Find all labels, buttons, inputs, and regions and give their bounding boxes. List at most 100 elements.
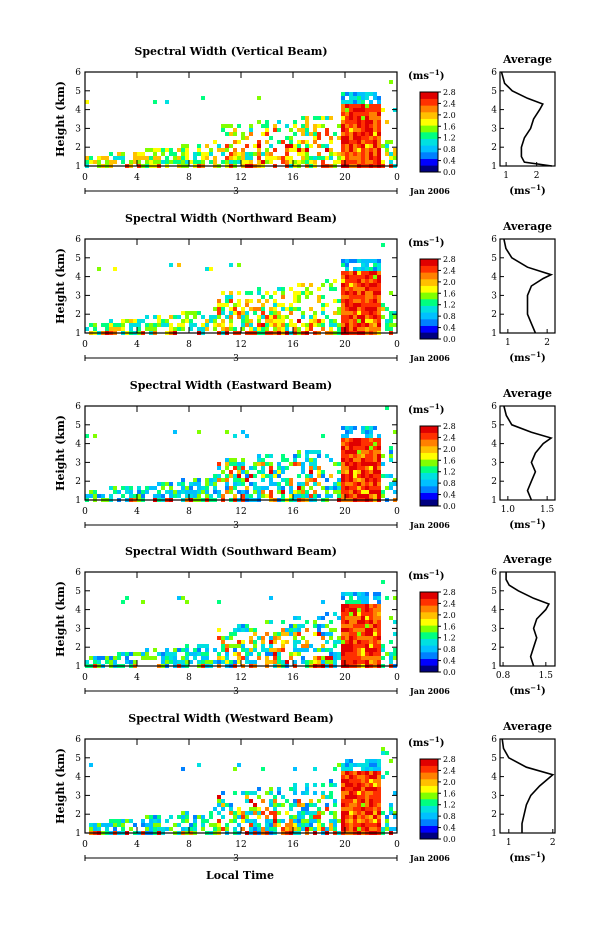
- heatmap-cell: [345, 616, 349, 620]
- y-tick-label: 1: [75, 329, 81, 339]
- heatmap-cell: [373, 267, 377, 271]
- heatmap-cell: [373, 140, 377, 144]
- heatmap-cell: [317, 136, 321, 140]
- heatmap-cell: [373, 263, 377, 267]
- heatmap-cell: [229, 819, 233, 823]
- heatmap-cell: [297, 640, 301, 644]
- heatmap-cell: [357, 787, 361, 791]
- heatmap-cell: [365, 458, 369, 462]
- heatmap-cell: [317, 156, 321, 160]
- heatmap-cell: [305, 291, 309, 295]
- heatmap-cell: [297, 803, 301, 807]
- heatmap-cell: [289, 490, 293, 494]
- heatmap-cell: [105, 823, 109, 827]
- heatmap-cell: [205, 652, 209, 656]
- heatmap-cell: [281, 454, 285, 458]
- heatmap-cell: [277, 287, 281, 291]
- heatmap-cell: [229, 632, 233, 636]
- heatmap-cell: [265, 648, 269, 652]
- heatmap-cell: [345, 315, 349, 319]
- heatmap-cell: [361, 263, 365, 267]
- date-day: 3: [233, 354, 239, 364]
- heatmap-cell: [389, 327, 393, 331]
- heatmap-cell: [389, 319, 393, 323]
- heatmap-cell: [257, 656, 261, 660]
- colorbar: 0.00.40.81.21.62.02.42.8(ms−1): [408, 402, 456, 511]
- heatmap-cell: [89, 490, 93, 494]
- heatmap-cell: [289, 136, 293, 140]
- heatmap-cell: [373, 763, 377, 767]
- heatmap-cell: [345, 104, 349, 108]
- profile-unit: (ms−1): [509, 850, 545, 864]
- heatmap-cell: [373, 823, 377, 827]
- heatmap-cell: [241, 656, 245, 660]
- heatmap-cell: [361, 303, 365, 307]
- heatmap-cell: [237, 624, 241, 628]
- heatmap-cell: [329, 494, 333, 498]
- heatmap-cell: [277, 823, 281, 827]
- heatmap-cell: [301, 291, 305, 295]
- heatmap-cell: [361, 267, 365, 271]
- heatmap-cell: [269, 799, 273, 803]
- heatmap-cell: [253, 803, 257, 807]
- heatmap-cell: [265, 819, 269, 823]
- heatmap-cell: [317, 474, 321, 478]
- x-tick-label: 0: [82, 340, 88, 350]
- heatmap-cell: [389, 291, 393, 295]
- heatmap-cell: [377, 458, 381, 462]
- heatmap-cell: [213, 823, 217, 827]
- heatmap-cell: [261, 474, 265, 478]
- heatmap-cell: [113, 490, 117, 494]
- heatmap-cell: [293, 644, 297, 648]
- heatmap-cell: [193, 311, 197, 315]
- heatmap-cell: [357, 612, 361, 616]
- heatmap-cell: [313, 827, 317, 831]
- colorbar-tick-label: 2.4: [443, 266, 456, 275]
- heatmap-cell: [213, 660, 217, 664]
- heatmap-cell: [373, 819, 377, 823]
- heatmap-cell: [217, 490, 221, 494]
- heatmap-cell: [233, 132, 237, 136]
- heatmap-cell: [313, 767, 317, 771]
- heatmap-cell: [353, 124, 357, 128]
- y-tick-label: 3: [75, 624, 81, 634]
- heatmap-cell: [225, 648, 229, 652]
- heatmap-cell: [253, 490, 257, 494]
- heatmap-cell: [289, 815, 293, 819]
- heatmap-cell: [333, 644, 337, 648]
- heatmap-cell: [185, 486, 189, 490]
- heatmap-cell: [221, 470, 225, 474]
- date-label: Jan 2006: [409, 186, 450, 196]
- colorbar-segment: [420, 632, 438, 639]
- heatmap-cell: [373, 628, 377, 632]
- heatmap-cell: [345, 100, 349, 104]
- heatmap-cell: [373, 116, 377, 120]
- heatmap-cell: [225, 295, 229, 299]
- heatmap-cell: [353, 311, 357, 315]
- heatmap-cell: [325, 803, 329, 807]
- heatmap-cell: [249, 652, 253, 656]
- heatmap-cell: [285, 482, 289, 486]
- heatmap-cell: [365, 271, 369, 275]
- profile-x-tick-label: 1: [503, 171, 509, 181]
- colorbar-segment: [420, 805, 438, 813]
- heatmap-cell: [345, 775, 349, 779]
- heatmap-cell: [101, 156, 105, 160]
- x-tick-label: 4: [134, 173, 140, 183]
- profile-title: Average: [502, 387, 552, 400]
- heatmap-cell: [265, 291, 269, 295]
- heatmap-cell: [205, 319, 209, 323]
- heatmap-cell: [237, 640, 241, 644]
- heatmap-cell: [349, 283, 353, 287]
- heatmap-cell: [237, 291, 241, 295]
- heatmap-cell: [349, 323, 353, 327]
- heatmap-cell: [345, 632, 349, 636]
- heatmap-cell: [369, 136, 373, 140]
- heatmap-cell: [341, 438, 345, 442]
- date-day: 3: [233, 687, 239, 697]
- colorbar-tick-label: 2.4: [443, 599, 456, 608]
- heatmap-cell: [377, 120, 381, 124]
- heatmap-cell: [249, 827, 253, 831]
- heatmap-cell: [117, 652, 121, 656]
